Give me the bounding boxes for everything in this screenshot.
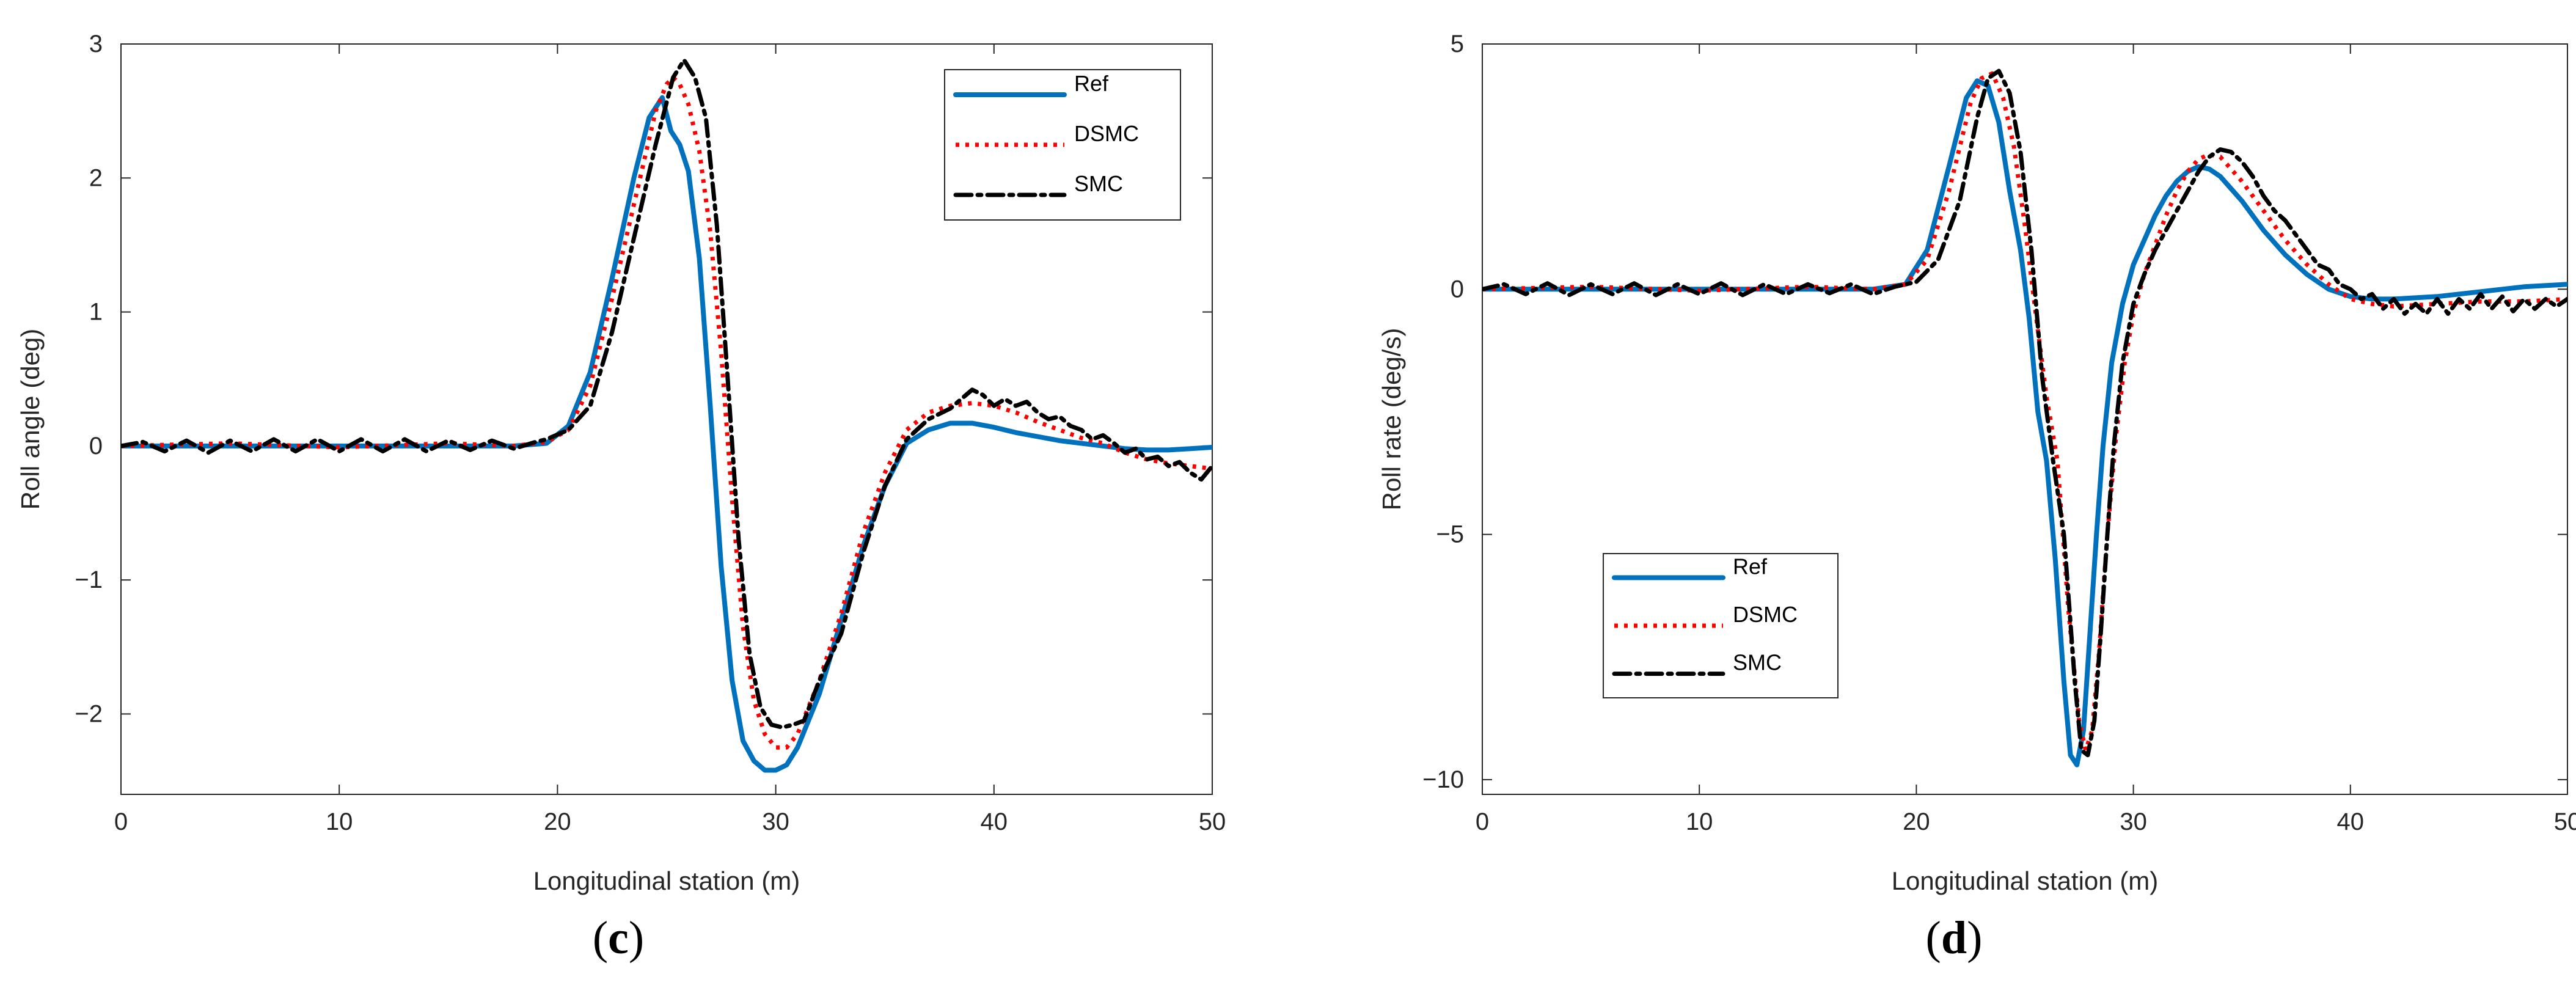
series-line-ref [121, 95, 1212, 773]
figure-caption-letter: d [1941, 912, 1967, 964]
x-axis-label: Longitudinal station (m) [533, 866, 800, 895]
legend-label-ref: Ref [1074, 71, 1109, 96]
y-tick-label: 3 [89, 31, 103, 57]
x-tick-label: 40 [981, 808, 1008, 835]
legend: Ref DSMC SMC [944, 69, 1181, 221]
plot-area-frame [120, 43, 1213, 795]
x-tick-label: 30 [762, 808, 789, 835]
y-tick-label: −5 [1436, 521, 1464, 548]
legend-label-smc: SMC [1733, 650, 1782, 675]
x-tick-label: 10 [326, 808, 353, 835]
y-tick-label: −1 [75, 566, 103, 593]
series-line-smc [1482, 68, 2567, 758]
series-group [1482, 68, 2567, 767]
y-tick-label: 5 [1451, 31, 1464, 57]
x-tick-label: 0 [1476, 808, 1489, 835]
y-tick-label: 0 [1451, 276, 1464, 302]
figure-caption-letter: c [608, 912, 629, 964]
series-line-ref [1482, 78, 2567, 767]
y-tick-label: −2 [75, 700, 103, 727]
x-tick-label: 50 [1199, 808, 1226, 835]
y-axis-label: Roll angle (deg) [16, 329, 45, 510]
series-line-smc [121, 57, 1212, 730]
plot-area-frame [1482, 43, 2568, 795]
chart-d: 0 10 20 30 40 50 −10 −5 0 5 Longitudinal station (… [1377, 31, 2576, 964]
figure-caption: (c) [593, 912, 644, 964]
legend-box [944, 69, 1181, 221]
legend-label-ref: Ref [1733, 554, 1768, 579]
y-tick-label: 0 [89, 433, 103, 460]
x-tick-label: 0 [114, 808, 128, 835]
x-tick-label: 20 [544, 808, 571, 835]
legend-label-smc: SMC [1074, 171, 1123, 196]
chart-c: 0 10 20 30 40 50 −2 −1 0 1 2 3 Longitudinal station … [16, 31, 1226, 964]
legend: Ref DSMC SMC [1603, 553, 1839, 698]
y-tick-label: 2 [89, 164, 103, 191]
y-tick-label: 1 [89, 299, 103, 326]
legend-label-dsmc: DSMC [1074, 121, 1139, 146]
x-tick-label: 20 [1903, 808, 1930, 835]
y-tick-label: −10 [1422, 766, 1464, 793]
x-tick-label: 30 [2120, 808, 2147, 835]
y-axis-label: Roll rate (deg/s) [1377, 328, 1406, 511]
series-group [121, 57, 1212, 773]
series-line-dsmc [121, 75, 1212, 750]
x-axis-label: Longitudinal station (m) [1892, 866, 2159, 895]
x-tick-label: 10 [1686, 808, 1713, 835]
figure-caption: (d) [1926, 912, 1983, 964]
legend-label-dsmc: DSMC [1733, 602, 1798, 627]
x-tick-label: 50 [2554, 808, 2576, 835]
x-tick-label: 40 [2337, 808, 2365, 835]
